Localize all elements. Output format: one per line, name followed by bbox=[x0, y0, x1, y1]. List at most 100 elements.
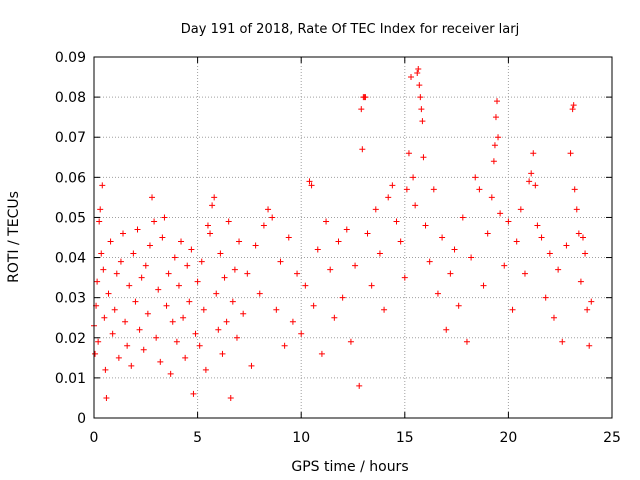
data-point bbox=[142, 262, 149, 269]
data-point bbox=[294, 270, 301, 277]
data-point bbox=[105, 290, 112, 297]
data-point bbox=[573, 206, 580, 213]
data-point bbox=[526, 178, 533, 185]
data-point bbox=[484, 230, 491, 237]
data-point bbox=[155, 286, 162, 293]
data-point bbox=[132, 298, 139, 305]
data-point bbox=[569, 106, 576, 113]
data-point bbox=[136, 326, 143, 333]
x-tick-label: 25 bbox=[603, 430, 621, 446]
data-point bbox=[221, 274, 228, 281]
data-point bbox=[229, 298, 236, 305]
data-point bbox=[401, 274, 408, 281]
data-point bbox=[376, 250, 383, 257]
data-point bbox=[362, 94, 369, 101]
data-point bbox=[97, 206, 104, 213]
data-point bbox=[231, 266, 238, 273]
data-point bbox=[213, 290, 220, 297]
data-point bbox=[163, 302, 170, 309]
grid-lines bbox=[94, 57, 612, 418]
data-point bbox=[225, 218, 232, 225]
data-point bbox=[414, 70, 421, 77]
data-point bbox=[563, 242, 570, 249]
data-point bbox=[468, 254, 475, 261]
data-point bbox=[439, 234, 446, 241]
data-point bbox=[211, 194, 218, 201]
data-point bbox=[223, 318, 230, 325]
data-point bbox=[418, 106, 425, 113]
data-point bbox=[571, 186, 578, 193]
data-point bbox=[546, 250, 553, 257]
data-point bbox=[416, 82, 423, 89]
data-point bbox=[550, 314, 557, 321]
data-point bbox=[417, 94, 424, 101]
data-point bbox=[157, 358, 164, 365]
data-point bbox=[570, 102, 577, 109]
data-point bbox=[521, 270, 528, 277]
data-point bbox=[575, 230, 582, 237]
y-axis-label: ROTI / TECUs bbox=[6, 191, 22, 283]
data-point bbox=[422, 222, 429, 229]
x-tick-label: 5 bbox=[193, 430, 202, 446]
data-point bbox=[455, 302, 462, 309]
data-point bbox=[359, 146, 366, 153]
data-point bbox=[130, 250, 137, 257]
data-point bbox=[161, 214, 168, 221]
y-tick-label: 0.01 bbox=[55, 371, 86, 387]
data-point bbox=[219, 350, 226, 357]
data-point bbox=[99, 182, 106, 189]
data-point bbox=[434, 290, 441, 297]
data-point bbox=[588, 298, 595, 305]
data-point bbox=[96, 218, 103, 225]
data-point bbox=[117, 258, 124, 265]
data-point bbox=[209, 202, 216, 209]
data-point bbox=[368, 282, 375, 289]
data-point bbox=[555, 266, 562, 273]
data-point bbox=[171, 254, 178, 261]
data-point bbox=[335, 238, 342, 245]
data-point bbox=[146, 242, 153, 249]
x-tick-label: 10 bbox=[292, 430, 310, 446]
data-point bbox=[285, 234, 292, 241]
data-point bbox=[140, 346, 147, 353]
data-point bbox=[420, 154, 427, 161]
data-point bbox=[577, 278, 584, 285]
data-point bbox=[372, 206, 379, 213]
chart-title: Day 191 of 2018, Rate Of TEC Index for r… bbox=[181, 22, 519, 37]
data-point bbox=[532, 182, 539, 189]
y-tick-label: 0.04 bbox=[55, 251, 86, 267]
data-point bbox=[472, 174, 479, 181]
data-point bbox=[92, 350, 99, 357]
data-point bbox=[476, 186, 483, 193]
data-point bbox=[443, 326, 450, 333]
data-point bbox=[192, 330, 199, 337]
data-point bbox=[339, 294, 346, 301]
axes: 0 0.01 0.02 0.03 0.04 0.05 0.06 0.07 0.08 0.09 0 5 1… bbox=[55, 50, 621, 446]
data-point bbox=[227, 394, 234, 401]
data-point bbox=[419, 118, 426, 125]
data-point bbox=[190, 390, 197, 397]
data-point bbox=[248, 362, 255, 369]
data-point bbox=[180, 314, 187, 321]
data-point bbox=[252, 242, 259, 249]
data-point bbox=[94, 278, 101, 285]
data-point bbox=[153, 334, 160, 341]
data-point bbox=[410, 174, 417, 181]
data-point bbox=[126, 282, 133, 289]
data-point bbox=[173, 338, 180, 345]
data-point bbox=[327, 266, 334, 273]
data-point bbox=[196, 342, 203, 349]
data-point bbox=[107, 238, 114, 245]
data-point bbox=[186, 298, 193, 305]
data-point bbox=[505, 218, 512, 225]
data-point bbox=[175, 282, 182, 289]
data-point bbox=[277, 258, 284, 265]
data-point bbox=[501, 262, 508, 269]
data-point bbox=[109, 330, 116, 337]
data-point bbox=[530, 150, 537, 157]
data-point bbox=[138, 274, 145, 281]
data-point bbox=[534, 222, 541, 229]
data-point bbox=[100, 266, 107, 273]
data-point bbox=[495, 134, 502, 141]
